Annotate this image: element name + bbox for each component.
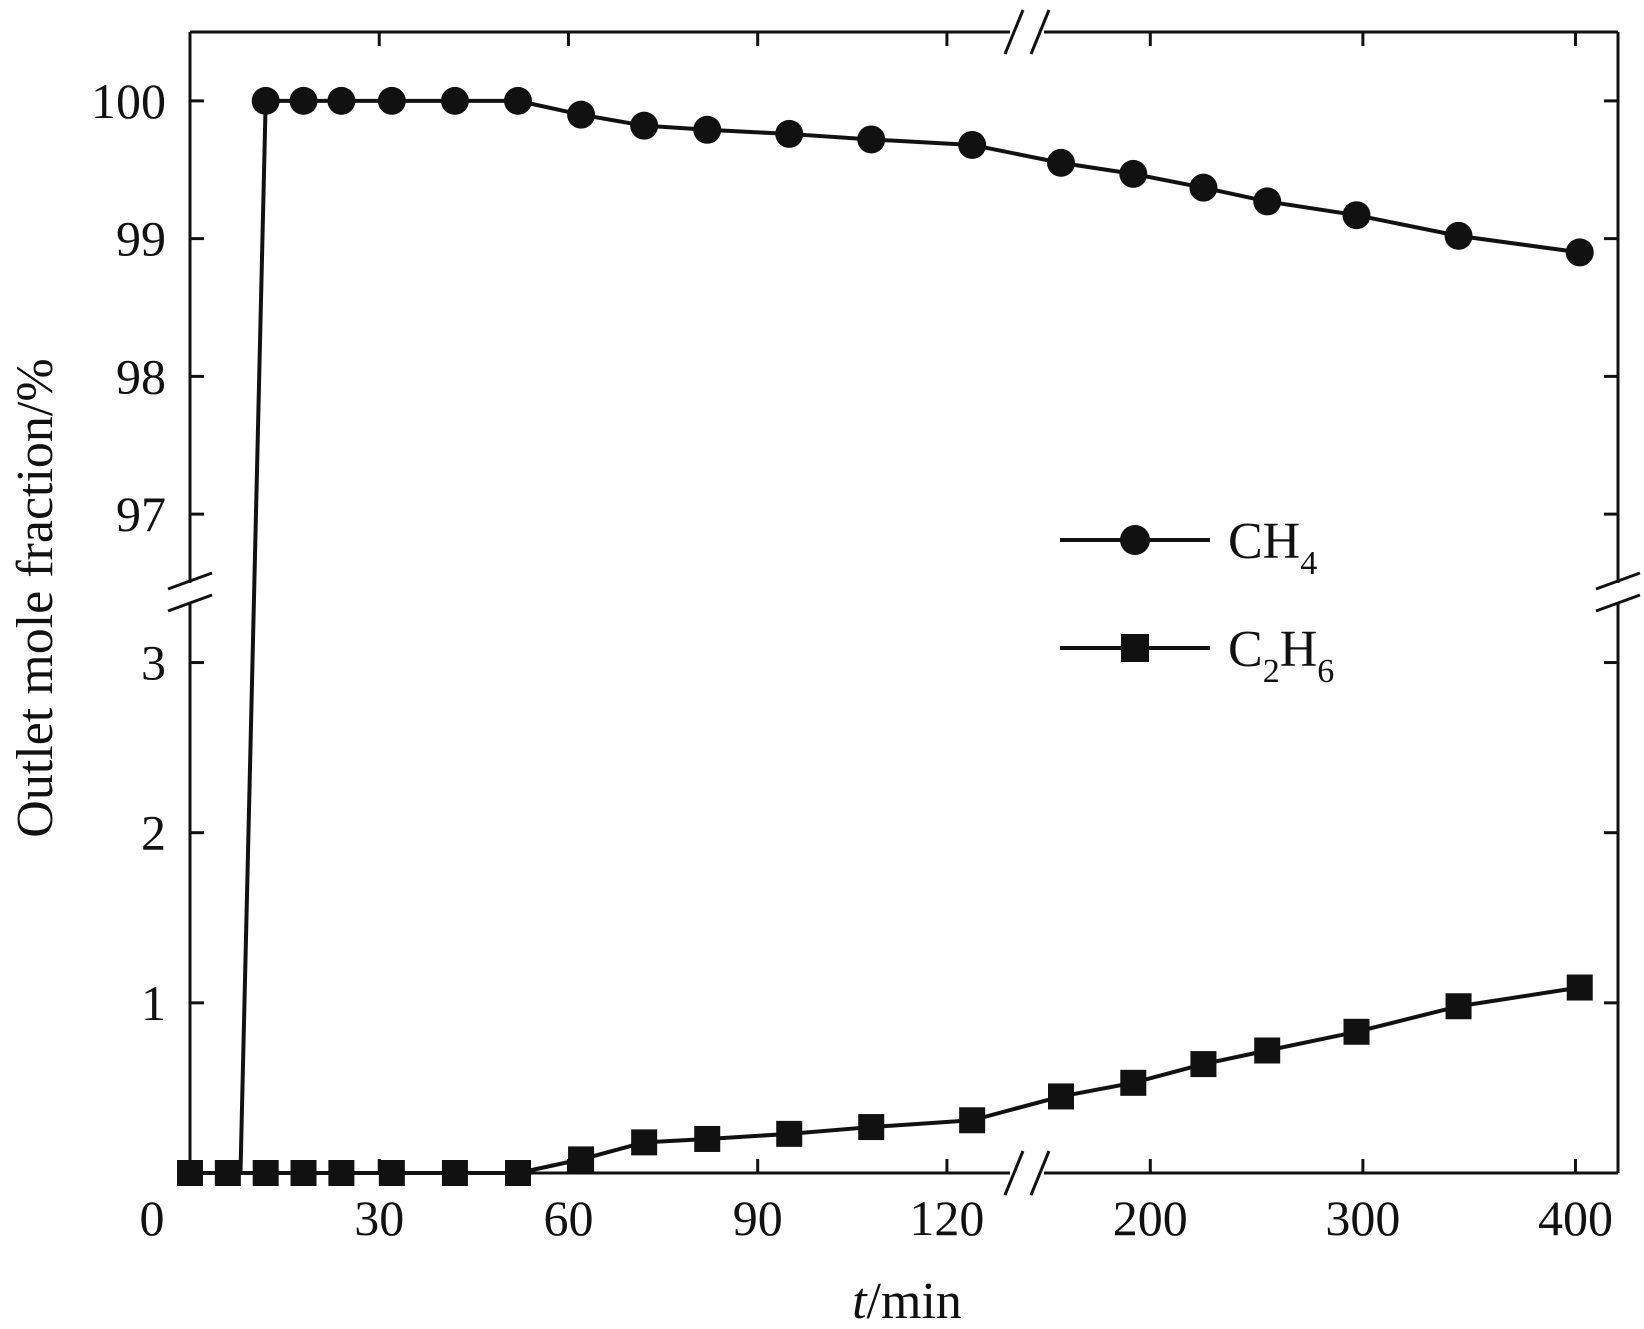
data-point	[440, 86, 469, 115]
legend-label-subscript-2: 6	[1317, 653, 1334, 690]
data-point	[289, 86, 318, 115]
data-point	[775, 119, 804, 148]
data-point	[1048, 1083, 1075, 1110]
x-tick-label: 300	[1325, 1190, 1400, 1246]
data-point	[251, 86, 280, 115]
series-c2h6	[177, 974, 1593, 1186]
data-point	[1189, 173, 1218, 202]
data-point	[1342, 201, 1371, 230]
data-point	[959, 1107, 986, 1134]
y-tick-label: 2	[141, 805, 166, 861]
data-point	[1047, 148, 1076, 177]
x-axis-label-unit: /min	[867, 1273, 962, 1329]
data-point	[631, 1129, 658, 1156]
data-point	[630, 111, 659, 140]
series-layer	[177, 86, 1594, 1186]
data-point	[328, 1160, 355, 1186]
data-point	[1120, 1069, 1147, 1096]
legend-item: C2H6	[1060, 621, 1334, 690]
y-break-left-a	[167, 571, 213, 591]
y-axis-label: Outlet mole fraction/%	[7, 358, 64, 837]
y-break-left-b	[167, 593, 213, 613]
data-point	[694, 1125, 721, 1152]
data-point	[177, 1160, 203, 1186]
legend-marker	[1120, 525, 1150, 555]
y-break-right-a	[1595, 571, 1641, 591]
data-point	[1254, 1037, 1281, 1064]
data-point	[1565, 238, 1594, 267]
x-tick-label: 60	[543, 1190, 593, 1246]
x-tick-label: 30	[354, 1190, 404, 1246]
x-axis-label-variable: t	[852, 1273, 868, 1329]
data-point	[1566, 974, 1593, 1001]
x-break-bottom-b	[1029, 1150, 1051, 1196]
data-point	[568, 1146, 595, 1173]
data-point	[504, 86, 532, 115]
y-break-right-b	[1595, 593, 1641, 613]
data-point	[1253, 187, 1282, 216]
x-tick-label: 200	[1113, 1190, 1188, 1246]
x-tick-label: 0	[140, 1190, 165, 1246]
legend-label-subscript: 2	[1263, 653, 1280, 690]
y-tick-label: 98	[116, 348, 166, 404]
legend-label: C2H6	[1228, 621, 1334, 690]
data-point	[441, 1160, 468, 1186]
x-tick-label: 120	[909, 1190, 984, 1246]
y-tick-label: 3	[141, 635, 166, 691]
legend-label-base: C	[1228, 621, 1263, 678]
data-point	[857, 125, 886, 154]
legend-label: CH4	[1228, 513, 1317, 582]
legend-label-base: CH	[1228, 513, 1300, 570]
x-axis-label: t/min	[852, 1273, 962, 1329]
data-point	[693, 115, 722, 144]
x-break-top-a	[1003, 9, 1025, 55]
legend-label-subscript: 4	[1300, 545, 1317, 582]
data-point	[505, 1160, 531, 1186]
data-point	[776, 1120, 803, 1147]
data-point	[252, 1160, 279, 1186]
x-break-bottom-a	[1003, 1150, 1025, 1196]
data-point	[567, 100, 596, 129]
data-point	[378, 1160, 405, 1186]
data-point	[1444, 221, 1473, 250]
legend-item: CH4	[1060, 513, 1317, 582]
data-point	[327, 86, 356, 115]
y-tick-label: 100	[91, 73, 166, 129]
plot-frame	[167, 9, 1641, 1196]
data-point	[1343, 1018, 1370, 1045]
data-point	[958, 130, 987, 159]
x-tick-label: 400	[1538, 1190, 1613, 1246]
data-point	[214, 1160, 241, 1186]
y-tick-label: 97	[116, 486, 166, 542]
data-point	[1119, 159, 1148, 188]
data-point	[377, 86, 406, 115]
data-point	[1445, 993, 1472, 1020]
x-tick-label: 90	[733, 1190, 783, 1246]
series-ch4	[202, 86, 1594, 1175]
data-point	[1190, 1051, 1217, 1078]
x-break-top-b	[1029, 9, 1051, 55]
data-point	[290, 1160, 317, 1186]
y-tick-label: 1	[141, 975, 166, 1031]
data-point	[858, 1114, 885, 1141]
y-tick-label: 99	[116, 211, 166, 267]
legend-marker	[1121, 634, 1149, 662]
legend-label-suffix: H	[1280, 621, 1318, 678]
